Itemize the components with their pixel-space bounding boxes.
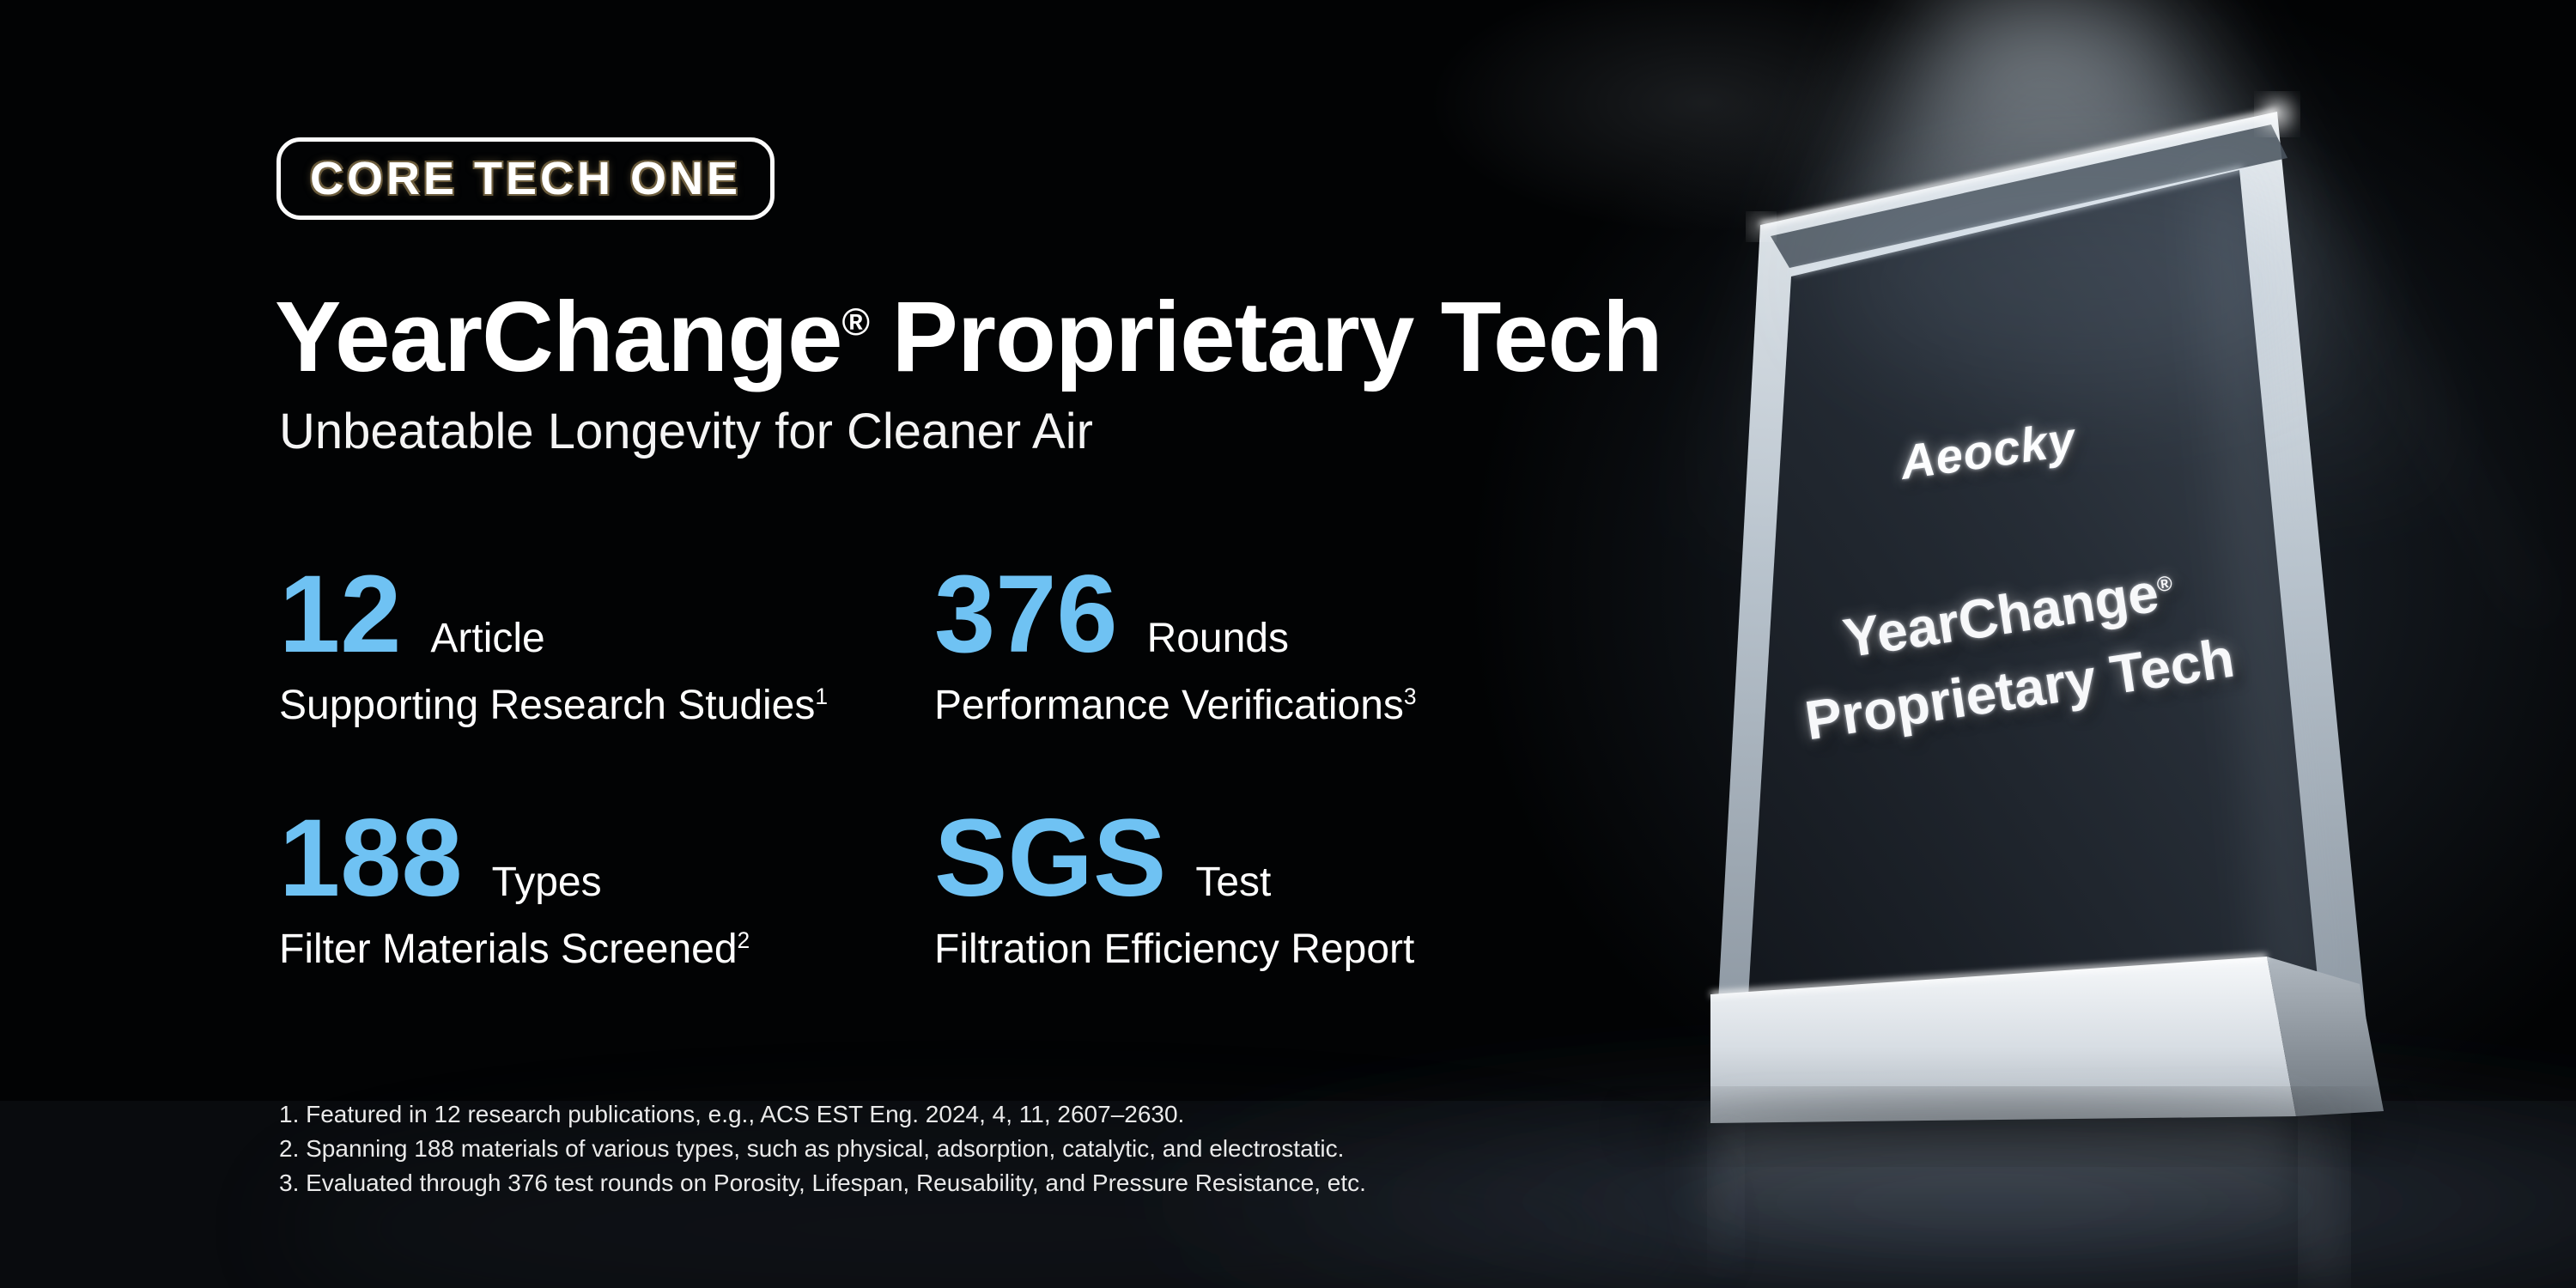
- stat-performance-verifications: 376 Rounds Performance Verifications3: [934, 560, 1417, 729]
- stat-description: Filter Materials Screened2: [279, 927, 750, 972]
- stat-unit: Rounds: [1146, 616, 1290, 661]
- top-haze: [1430, 0, 1979, 232]
- glass-inner-glow: [1829, 172, 2344, 395]
- base-side-face: [2267, 957, 2384, 1116]
- page-subtitle: Unbeatable Longevity for Cleaner Air: [279, 404, 1093, 459]
- footnotes: 1. Featured in 12 research publications,…: [279, 1097, 1366, 1200]
- stat-value: SGS: [934, 797, 1167, 920]
- footnote-1: 1. Featured in 12 research publications,…: [279, 1101, 1185, 1127]
- stat-sgs-report: SGS Test Filtration Efficiency Report: [934, 804, 1414, 973]
- stat-unit: Types: [491, 860, 602, 905]
- badge-label: CORE TECH ONE: [310, 153, 742, 204]
- stat-description: Filtration Efficiency Report: [934, 927, 1415, 972]
- stat-description: Supporting Research Studies1: [279, 683, 829, 728]
- footnote-ref: 1: [815, 683, 829, 709]
- title-rest: Proprietary Tech: [891, 281, 1663, 392]
- footnote-ref: 3: [1403, 683, 1417, 709]
- footnote-2: 2. Spanning 188 materials of various typ…: [279, 1135, 1345, 1162]
- registered-mark: ®: [841, 301, 870, 344]
- floor-sheen-left: [283, 1133, 1692, 1288]
- stat-value: 376: [934, 553, 1118, 676]
- glass-trophy: [1717, 101, 2366, 1024]
- glass-right-sheen: [2198, 170, 2318, 1003]
- footnote-3: 3. Evaluated through 376 test rounds on …: [279, 1170, 1366, 1196]
- stat-value: 12: [279, 553, 402, 676]
- stat-value: 188: [279, 797, 463, 920]
- stat-filter-materials: 188 Types Filter Materials Screened2: [279, 804, 750, 973]
- core-tech-badge: CORE TECH ONE: [276, 137, 775, 220]
- trophy-base: [1710, 954, 2384, 1123]
- stat-unit: Article: [430, 616, 545, 661]
- stat-research-studies: 12 Article Supporting Research Studies1: [279, 560, 828, 729]
- registered-mark: ®: [2154, 572, 2174, 598]
- base-front-face: [1710, 957, 2296, 1123]
- footnote-ref: 2: [737, 927, 750, 953]
- stat-unit: Test: [1195, 860, 1272, 905]
- stat-description: Performance Verifications3: [934, 683, 1417, 728]
- floor-reflection: [1640, 1104, 2379, 1288]
- page-title: YearChange® Proprietary Tech: [275, 280, 1663, 394]
- title-main: YearChange: [275, 281, 843, 392]
